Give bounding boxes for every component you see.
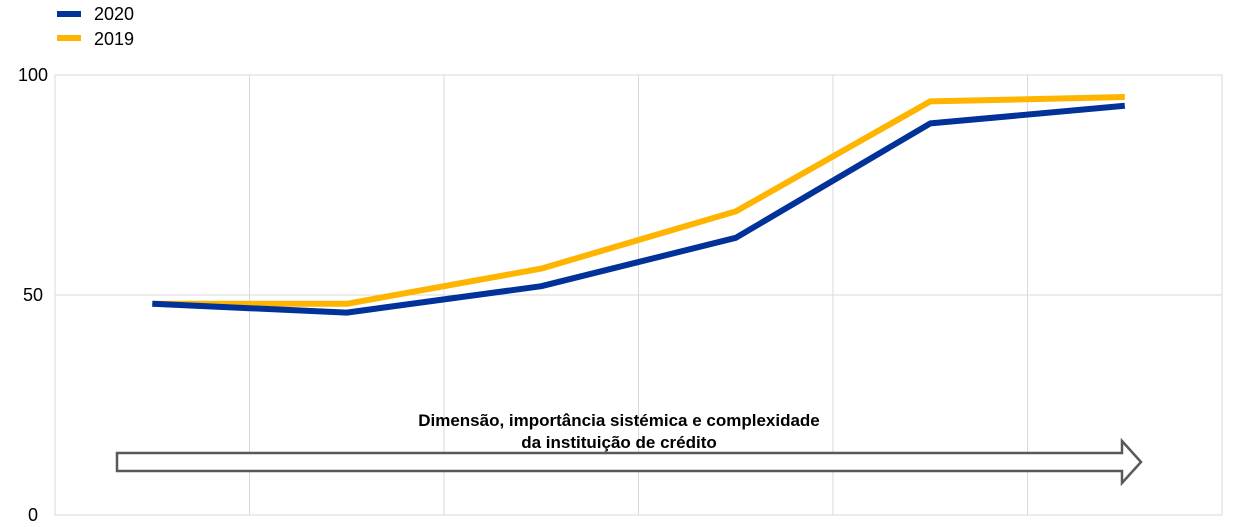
plot-frame — [54, 74, 1223, 516]
y-tick-label: 0 — [28, 505, 38, 525]
y-axis-ticks: 0 50 100 — [18, 65, 48, 525]
arrow-shape — [115, 437, 1143, 487]
legend: 2020 2019 — [57, 4, 134, 49]
series-line-2020 — [152, 102, 1126, 316]
legend-label-2019: 2019 — [94, 29, 134, 49]
legend-label-2020: 2020 — [94, 4, 134, 24]
series-line-2019 — [152, 94, 1125, 307]
gridlines — [55, 75, 1222, 515]
annotation-line-1: Dimensão, importância sistémica e comple… — [418, 411, 820, 430]
y-tick-label: 100 — [18, 65, 48, 85]
legend-item-2020: 2020 — [57, 4, 134, 24]
legend-item-2019: 2019 — [57, 29, 134, 49]
series — [152, 94, 1126, 316]
flow-arrow: Dimensão, importância sistémica e comple… — [115, 411, 1143, 487]
annotation-line-2: da instituição de crédito — [521, 433, 717, 452]
y-tick-label: 50 — [23, 285, 43, 305]
